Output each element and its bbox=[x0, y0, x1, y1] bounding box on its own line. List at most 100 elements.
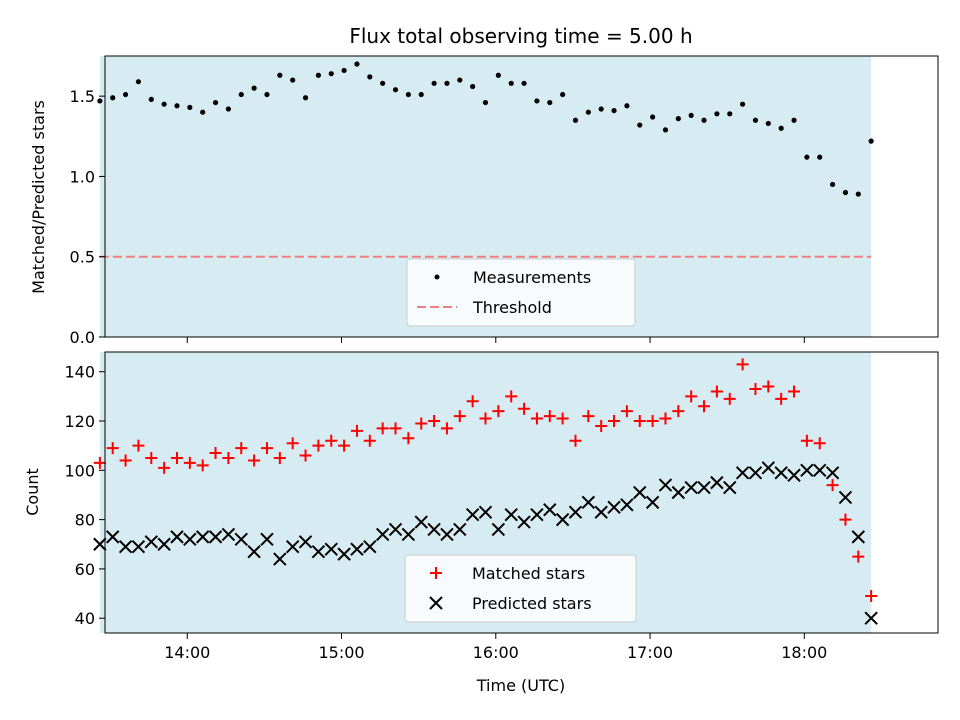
measurement-point bbox=[701, 117, 707, 123]
legend-predicted-marker bbox=[429, 596, 443, 610]
matched-star-point bbox=[170, 451, 183, 464]
predicted-star-point bbox=[735, 466, 750, 480]
measurement-point bbox=[560, 91, 566, 98]
measurement-point bbox=[791, 117, 797, 123]
predicted-star-point bbox=[118, 540, 133, 554]
predicted-star-point bbox=[414, 515, 428, 529]
matched-star-point bbox=[389, 422, 402, 435]
legend-predicted-label: Predicted stars bbox=[472, 594, 592, 613]
matched-star-point bbox=[710, 385, 723, 398]
legend-measurements-marker bbox=[434, 274, 440, 280]
matched-star-point bbox=[479, 412, 492, 425]
y-tick-label: 60 bbox=[75, 560, 95, 579]
measurement-point bbox=[212, 99, 219, 106]
measurement-point bbox=[354, 61, 360, 67]
matched-star-point bbox=[608, 415, 621, 428]
measurement-point bbox=[225, 106, 232, 112]
matched-star-point bbox=[723, 392, 736, 405]
bottom-legend-box bbox=[404, 554, 637, 623]
predicted-star-point bbox=[645, 495, 660, 510]
matched-star-point bbox=[415, 417, 428, 430]
matched-star-point bbox=[158, 461, 171, 474]
predicted-star-point bbox=[221, 527, 236, 542]
matched-star-point bbox=[852, 550, 865, 563]
predicted-star-point bbox=[530, 507, 544, 522]
predicted-star-point bbox=[157, 537, 171, 551]
measurement-point bbox=[238, 91, 244, 98]
top-axes-frame bbox=[104, 55, 939, 338]
measurement-point bbox=[637, 122, 643, 128]
matched-star-point bbox=[813, 437, 826, 450]
predicted-star-point bbox=[363, 540, 377, 554]
predicted-star-point bbox=[183, 532, 197, 547]
measurement-point bbox=[418, 91, 424, 98]
matched-star-point bbox=[248, 454, 261, 467]
y-tick-label: 140 bbox=[64, 363, 95, 382]
matched-star-point bbox=[286, 437, 299, 450]
predicted-star-point bbox=[748, 466, 763, 480]
measurement-point bbox=[585, 109, 591, 115]
measurement-point bbox=[495, 72, 501, 78]
measurement-point bbox=[251, 85, 257, 91]
predicted-star-point bbox=[144, 535, 158, 549]
top-x-ticks bbox=[186, 337, 805, 343]
predicted-stars-points bbox=[93, 461, 878, 625]
matched-star-point bbox=[183, 456, 196, 469]
measurement-point bbox=[277, 72, 283, 78]
matched-star-point bbox=[273, 451, 286, 464]
matched-star-point bbox=[222, 451, 235, 464]
matched-star-point bbox=[788, 385, 801, 398]
measurement-point bbox=[650, 114, 656, 120]
predicted-star-point bbox=[465, 507, 480, 522]
matched-star-point bbox=[633, 415, 646, 428]
predicted-star-point bbox=[208, 530, 223, 544]
matched-star-point bbox=[543, 410, 556, 423]
predicted-star-point bbox=[131, 540, 146, 554]
legend-matched-marker bbox=[430, 567, 442, 579]
predicted-star-point bbox=[787, 468, 801, 482]
top-panel: 0.0 0.5 1.0 1.5 Flux total observing time =… bbox=[29, 24, 939, 347]
matched-star-point bbox=[698, 400, 711, 413]
measurement-point bbox=[572, 117, 579, 123]
matched-star-point bbox=[865, 590, 878, 603]
measurement-point bbox=[547, 99, 553, 106]
predicted-star-point bbox=[350, 542, 364, 556]
measurement-point bbox=[752, 117, 759, 123]
matched-star-point bbox=[312, 439, 325, 452]
measurement-point bbox=[341, 67, 347, 74]
bottom-x-ticks: 14:00 15:00 16:00 17:00 18:00 bbox=[164, 633, 827, 662]
predicted-star-point bbox=[864, 611, 878, 625]
predicted-star-point bbox=[620, 498, 634, 512]
predicted-star-point bbox=[543, 503, 557, 517]
x-tick-label: 18:00 bbox=[781, 643, 827, 662]
matched-star-point bbox=[582, 410, 595, 423]
matched-star-point bbox=[338, 439, 351, 452]
bottom-legend: Matched stars Predicted stars bbox=[404, 554, 637, 623]
measurement-point bbox=[405, 91, 411, 98]
predicted-star-point bbox=[838, 490, 853, 505]
measurement-point bbox=[302, 95, 309, 101]
predicted-star-point bbox=[555, 512, 570, 527]
measurement-point bbox=[534, 98, 540, 104]
matched-star-point bbox=[235, 442, 248, 455]
predicted-star-point bbox=[298, 535, 313, 549]
predicted-star-point bbox=[504, 507, 518, 522]
y-tick-label: 120 bbox=[64, 412, 95, 431]
measurement-point bbox=[315, 72, 321, 78]
predicted-star-point bbox=[710, 475, 724, 490]
measurement-point bbox=[97, 98, 103, 104]
measurement-point bbox=[392, 87, 399, 93]
x-tick-label: 15:00 bbox=[318, 643, 364, 662]
x-tick-label: 17:00 bbox=[627, 643, 673, 662]
measurement-point bbox=[740, 101, 746, 107]
measurement-point bbox=[444, 80, 450, 86]
legend-measurements-label: Measurements bbox=[473, 268, 591, 287]
measurement-point bbox=[842, 189, 849, 196]
predicted-star-point bbox=[517, 515, 531, 529]
x-tick-label: 14:00 bbox=[164, 643, 210, 662]
predicted-star-point bbox=[401, 527, 416, 542]
predicted-star-point bbox=[658, 478, 673, 492]
predicted-star-point bbox=[800, 463, 814, 478]
matched-star-point bbox=[800, 434, 813, 447]
matched-star-point bbox=[659, 412, 672, 425]
